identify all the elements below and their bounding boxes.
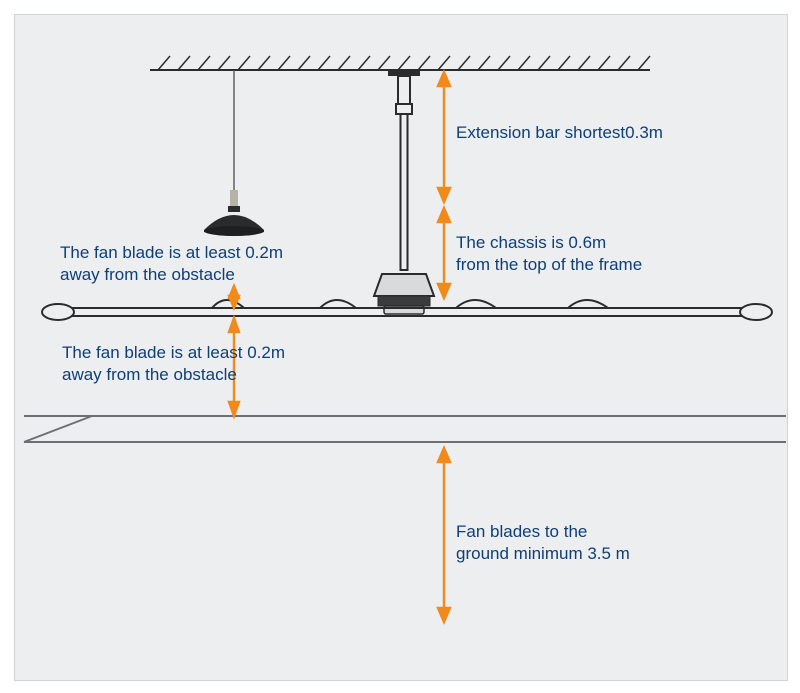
fan-assembly	[374, 70, 434, 314]
obstacle-plane	[24, 416, 786, 442]
pendant-lamp	[204, 70, 264, 236]
label-blade-above: The fan blade is at least 0.2m away from…	[60, 242, 283, 286]
label-blade-below: The fan blade is at least 0.2m away from…	[62, 342, 285, 386]
arrow-blade-above	[229, 286, 239, 308]
arrow-ground	[438, 448, 450, 622]
ceiling	[150, 56, 650, 70]
label-ground: Fan blades to the ground minimum 3.5 m	[456, 521, 630, 565]
arrow-extension	[438, 72, 450, 202]
label-chassis-top: The chassis is 0.6m from the top of the …	[456, 232, 642, 276]
label-extension-bar: Extension bar shortest0.3m	[456, 122, 663, 144]
arrow-chassis	[438, 208, 450, 298]
